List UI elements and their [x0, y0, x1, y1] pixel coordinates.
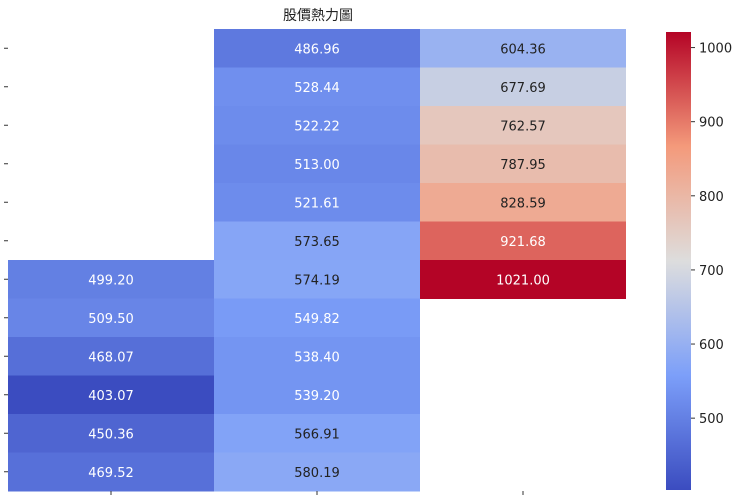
colorbar-tick-label: 800 — [699, 190, 724, 205]
cell-value-label: 450.36 — [88, 427, 134, 442]
heatmap-cell — [8, 298, 214, 338]
cell-value-label: 549.82 — [294, 312, 340, 327]
cell-value-label: 828.59 — [500, 196, 546, 211]
heatmap-cell — [8, 260, 214, 299]
cell-value-label: 403.07 — [88, 389, 134, 404]
heatmap-cell — [214, 106, 420, 145]
cell-value-label: 522.22 — [294, 119, 340, 134]
cell-value-label: 566.91 — [294, 427, 340, 442]
heatmap-cell — [214, 375, 420, 415]
heatmap-cell — [214, 452, 420, 492]
heatmap-cells: 486.96 604.36 528.44 677.69 522.22 762.57 513.… — [8, 29, 626, 492]
cell-value-label: 509.50 — [88, 312, 134, 327]
cell-value-label: 538.40 — [294, 350, 340, 365]
heatmap-cell — [214, 260, 420, 299]
colorbar-tick-label: 700 — [699, 264, 724, 279]
cell-value-label: 677.69 — [500, 81, 546, 96]
cell-value-label: 762.57 — [500, 119, 546, 134]
colorbar-tick-label: 900 — [699, 116, 724, 131]
colorbar-tick-label: 1000 — [699, 42, 732, 57]
colorbar-tick-label: 600 — [699, 338, 724, 353]
cell-value-label: 580.19 — [294, 466, 340, 481]
cell-value-label: 1021.00 — [496, 273, 550, 288]
cell-value-label: 469.52 — [88, 466, 134, 481]
heatmap-cell — [214, 67, 420, 107]
cell-value-label: 574.19 — [294, 273, 340, 288]
heatmap-cell — [420, 221, 626, 261]
heatmap-cell — [214, 144, 420, 184]
heatmap-cell — [214, 298, 420, 338]
heatmap-cell — [420, 67, 626, 107]
heatmap-axes — [4, 47, 524, 495]
cell-value-label: 573.65 — [294, 235, 340, 250]
heatmap-cell — [8, 375, 214, 415]
cell-value-label: 513.00 — [294, 158, 340, 173]
heatmap-cell — [420, 144, 626, 184]
heatmap-cell — [8, 337, 214, 376]
cell-value-label: 787.95 — [500, 158, 546, 173]
heatmap-cell — [214, 221, 420, 261]
chart-title: 股價熱力圖 — [283, 7, 353, 24]
heatmap-cell — [8, 414, 214, 453]
heatmap-cell — [214, 414, 420, 453]
heatmap-cell — [214, 337, 420, 376]
cell-value-label: 468.07 — [88, 350, 134, 365]
colorbar: 500 600 700 800 900 1000 — [666, 32, 732, 490]
colorbar-tick-label: 500 — [699, 412, 724, 427]
cell-value-label: 528.44 — [294, 81, 340, 96]
heatmap-cell — [214, 183, 420, 222]
heatmap-cell — [420, 260, 626, 299]
heatmap-cell — [420, 29, 626, 68]
cell-value-label: 539.20 — [294, 389, 340, 404]
cell-value-label: 486.96 — [294, 42, 340, 57]
heatmap-cell — [420, 183, 626, 222]
heatmap-cell — [214, 29, 420, 68]
cell-value-label: 921.68 — [500, 235, 546, 250]
heatmap-cell — [8, 452, 214, 492]
heatmap-cell — [420, 106, 626, 145]
colorbar-gradient — [666, 32, 691, 490]
cell-value-label: 604.36 — [500, 42, 546, 57]
cell-value-label: 521.61 — [294, 196, 340, 211]
cell-value-label: 499.20 — [88, 273, 134, 288]
